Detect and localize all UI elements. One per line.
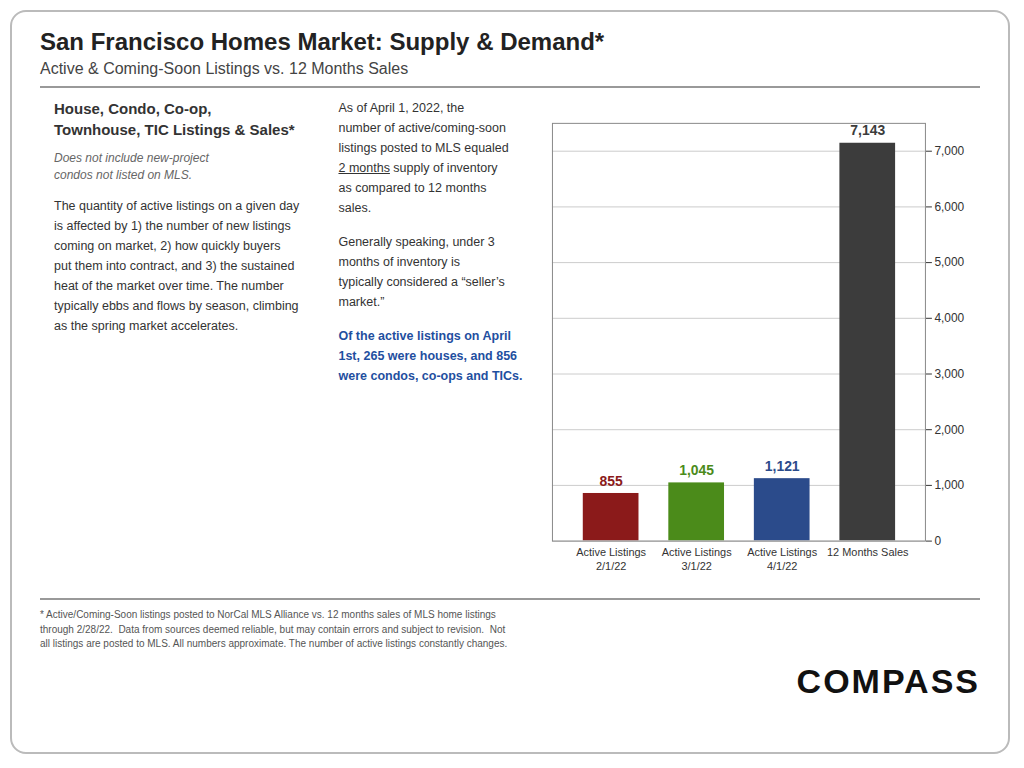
svg-text:Active Listings4/1/22: Active Listings4/1/22 xyxy=(748,546,818,571)
svg-text:6,000: 6,000 xyxy=(935,200,965,214)
html-text:The quantity of active listing: The quantity of active listings on a giv… xyxy=(54,198,300,333)
svg-text:1,045: 1,045 xyxy=(680,462,715,478)
svg-text:1,121: 1,121 xyxy=(765,458,800,474)
html-text:Does not include new-project c: Does not include new-project condos not … xyxy=(54,151,209,182)
svg-text:7,143: 7,143 xyxy=(851,122,886,138)
svg-text:7,000: 7,000 xyxy=(935,144,965,158)
svg-text:Active Listings3/1/22: Active Listings3/1/22 xyxy=(662,546,732,571)
svg-text:4,000: 4,000 xyxy=(935,311,965,325)
html-text:Generally speaking, under 3 mo: Generally speaking, under 3 months of in… xyxy=(338,235,505,309)
svg-text:12 Months Sales: 12 Months Sales xyxy=(827,546,909,558)
html-text:2 months supply of inventory a: 2 months supply of inventory as compared… xyxy=(338,161,498,215)
html-text:* Active/Coming-Soon listings: * Active/Coming-Soon listings posted to … xyxy=(40,609,508,649)
html-text:House, Condo, Co-op, Townhouse: House, Condo, Co-op, Townhouse, TIC List… xyxy=(54,100,295,138)
svg-text:1,000: 1,000 xyxy=(935,478,965,492)
svg-text:2,000: 2,000 xyxy=(935,423,965,437)
html-text:As of April 1, 2022, the numbe: As of April 1, 2022, the number of activ… xyxy=(338,101,509,155)
svg-text:0: 0 xyxy=(935,534,942,548)
svg-text:3,000: 3,000 xyxy=(935,367,965,381)
svg-text:5,000: 5,000 xyxy=(935,255,965,269)
svg-text:Active Listings2/1/22: Active Listings2/1/22 xyxy=(577,546,647,571)
html-text:COMPASS: COMPASS xyxy=(796,661,980,700)
html-text:Active & Coming-Soon Listings: Active & Coming-Soon Listings vs. 12 Mon… xyxy=(40,60,409,77)
html-text:San Francisco Homes Market: Su: San Francisco Homes Market: Supply & Dem… xyxy=(40,28,605,55)
html-text:Of the active listings on Apri: Of the active listings on April 1st, 265… xyxy=(338,329,523,383)
svg-text:855: 855 xyxy=(600,473,623,489)
